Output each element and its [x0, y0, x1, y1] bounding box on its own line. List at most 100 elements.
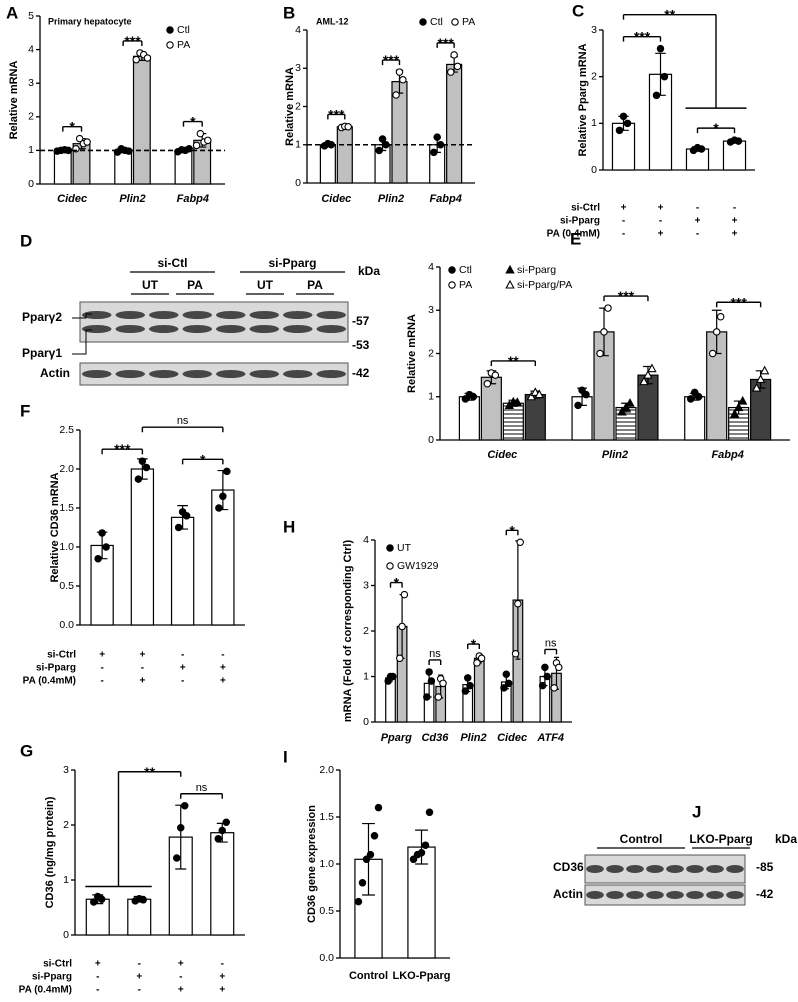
bar	[336, 126, 353, 184]
significance-bracket	[436, 42, 455, 48]
significance-label: ***	[383, 52, 400, 68]
data-point	[173, 854, 181, 862]
y-tick-label: 2	[363, 625, 369, 637]
bar	[85, 898, 110, 936]
significance-label: ***	[730, 294, 747, 310]
x-tick-label: Cd36	[421, 732, 449, 744]
y-tick-label: 2	[63, 819, 69, 831]
x-tick-label: Pparg	[381, 732, 412, 744]
x-tick-label: LKO-Pparg	[392, 970, 450, 982]
condition-label: PA (0.4mM)	[23, 676, 76, 687]
data-point	[755, 374, 766, 384]
condition-value: -	[696, 203, 699, 214]
blot-band	[249, 325, 279, 333]
data-point	[733, 402, 744, 412]
condition-label: PA (0.4mM)	[19, 985, 72, 996]
y-tick-label: 1	[295, 139, 301, 151]
data-point	[143, 54, 152, 62]
data-point	[374, 803, 383, 812]
data-point	[425, 668, 433, 676]
data-point	[615, 126, 624, 135]
y-tick-label: 3	[591, 24, 597, 36]
data-point	[192, 141, 201, 150]
x-tick-label: Plin2	[119, 193, 145, 205]
x-tick-label: Plin2	[460, 732, 486, 744]
blot-band	[115, 325, 145, 333]
blot-band	[216, 325, 246, 333]
data-point	[550, 684, 558, 692]
condition-value: -	[96, 972, 99, 983]
blot-band	[115, 370, 145, 378]
data-point	[708, 349, 717, 358]
significance-bracket	[715, 301, 762, 308]
data-point	[686, 395, 695, 403]
legend-label: PA	[462, 16, 475, 28]
data-point	[647, 363, 657, 373]
panel-letter: D	[20, 231, 32, 250]
condition-value: -	[138, 959, 141, 970]
data-point	[652, 91, 661, 100]
y-tick-label: 3	[295, 62, 301, 74]
significance-label: *	[190, 114, 196, 130]
bar	[132, 55, 151, 185]
data-point	[358, 879, 367, 887]
data-point	[574, 401, 582, 410]
significance-bracket	[181, 458, 224, 465]
blot-band	[249, 370, 279, 378]
data-point	[204, 136, 212, 145]
condition-label: si-Ctrl	[47, 650, 76, 661]
data-point	[344, 123, 352, 131]
y-tick-label: 2	[591, 70, 597, 82]
data-point	[378, 135, 387, 143]
legend-label: si-Pparg/PA	[517, 279, 572, 291]
condition-label: PA (0.4mM)	[547, 229, 600, 240]
data-point	[656, 44, 665, 53]
blot-band	[82, 370, 112, 378]
data-point	[434, 693, 443, 701]
legend-label: Ctl	[430, 16, 443, 28]
significance-bracket	[62, 125, 83, 132]
condition-value: +	[99, 650, 105, 661]
blot-marker: -42	[352, 366, 370, 380]
data-point	[621, 402, 631, 412]
significance-bracket	[622, 13, 747, 109]
condition-value: -	[96, 985, 99, 996]
significance-bracket	[327, 113, 346, 120]
significance-label: *	[200, 451, 206, 467]
y-axis-label: CD36 gene expression	[306, 805, 318, 923]
blot-band	[283, 370, 313, 378]
data-point	[423, 693, 431, 701]
y-tick-label: 2.0	[319, 764, 334, 776]
bar	[130, 468, 155, 626]
data-point	[639, 376, 649, 386]
blot-band	[706, 891, 724, 899]
chart-title: Primary hepatocyte	[48, 16, 132, 26]
condition-value: +	[732, 229, 738, 240]
data-point	[366, 850, 375, 859]
blot-connector	[72, 313, 92, 355]
data-point	[433, 133, 441, 141]
data-point	[362, 855, 371, 864]
data-point	[504, 679, 513, 688]
y-tick-label: 0	[591, 164, 597, 176]
blot-band	[216, 311, 246, 319]
bar	[446, 63, 463, 184]
data-point	[181, 801, 189, 810]
bar	[53, 149, 72, 185]
data-point	[461, 687, 470, 695]
significance-label: **	[144, 764, 155, 780]
legend-label: si-Pparg	[517, 264, 556, 276]
condition-label: si-Ctrl	[571, 203, 600, 214]
condition-value: +	[695, 216, 701, 227]
bar	[319, 144, 336, 184]
data-point	[538, 681, 547, 690]
significance-label: **	[508, 353, 519, 369]
significance-label: ***	[124, 33, 141, 49]
y-tick-label: 2	[28, 111, 34, 123]
x-tick-label: Cidec	[57, 193, 87, 205]
data-point	[600, 328, 608, 336]
blot-unit: kDa	[775, 832, 797, 846]
y-tick-label: 2	[428, 347, 434, 359]
data-point	[94, 554, 102, 563]
